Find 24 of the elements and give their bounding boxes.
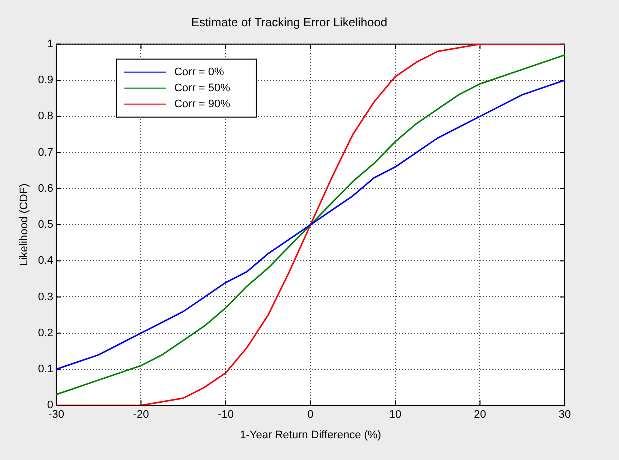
x-tick-label: 10 bbox=[389, 409, 402, 422]
x-tick-label: -10 bbox=[218, 409, 234, 422]
y-tick-label: 0.2 bbox=[38, 327, 54, 340]
legend-label: Corr = 0% bbox=[174, 66, 225, 78]
chart-title: Estimate of Tracking Error Likelihood bbox=[191, 16, 388, 30]
y-tick-label: 0 bbox=[47, 400, 54, 412]
x-tick-label: -20 bbox=[133, 409, 150, 422]
y-tick-label: 0.3 bbox=[38, 291, 54, 304]
x-axis-title: 1-Year Return Difference (%) bbox=[240, 429, 382, 442]
y-tick-label: 0.6 bbox=[38, 182, 54, 195]
y-tick-label: 1 bbox=[47, 38, 54, 50]
y-axis-title: Likelihood (CDF) bbox=[18, 184, 31, 266]
y-tick-label: 0.9 bbox=[38, 74, 54, 87]
legend-label: Corr = 90% bbox=[174, 98, 231, 110]
y-tick-label: 0.4 bbox=[38, 255, 54, 268]
x-tick-label: 20 bbox=[474, 409, 486, 422]
x-tick-label: 0 bbox=[308, 409, 314, 422]
y-tick-label: 0.8 bbox=[38, 110, 54, 123]
y-tick-label: 0.5 bbox=[38, 219, 54, 232]
x-tick-label: -30 bbox=[48, 409, 64, 422]
x-tick-label: 30 bbox=[558, 409, 572, 422]
y-tick-label: 0.1 bbox=[38, 364, 54, 376]
legend-label: Corr = 50% bbox=[174, 82, 231, 94]
y-tick-label: 0.7 bbox=[38, 146, 54, 159]
